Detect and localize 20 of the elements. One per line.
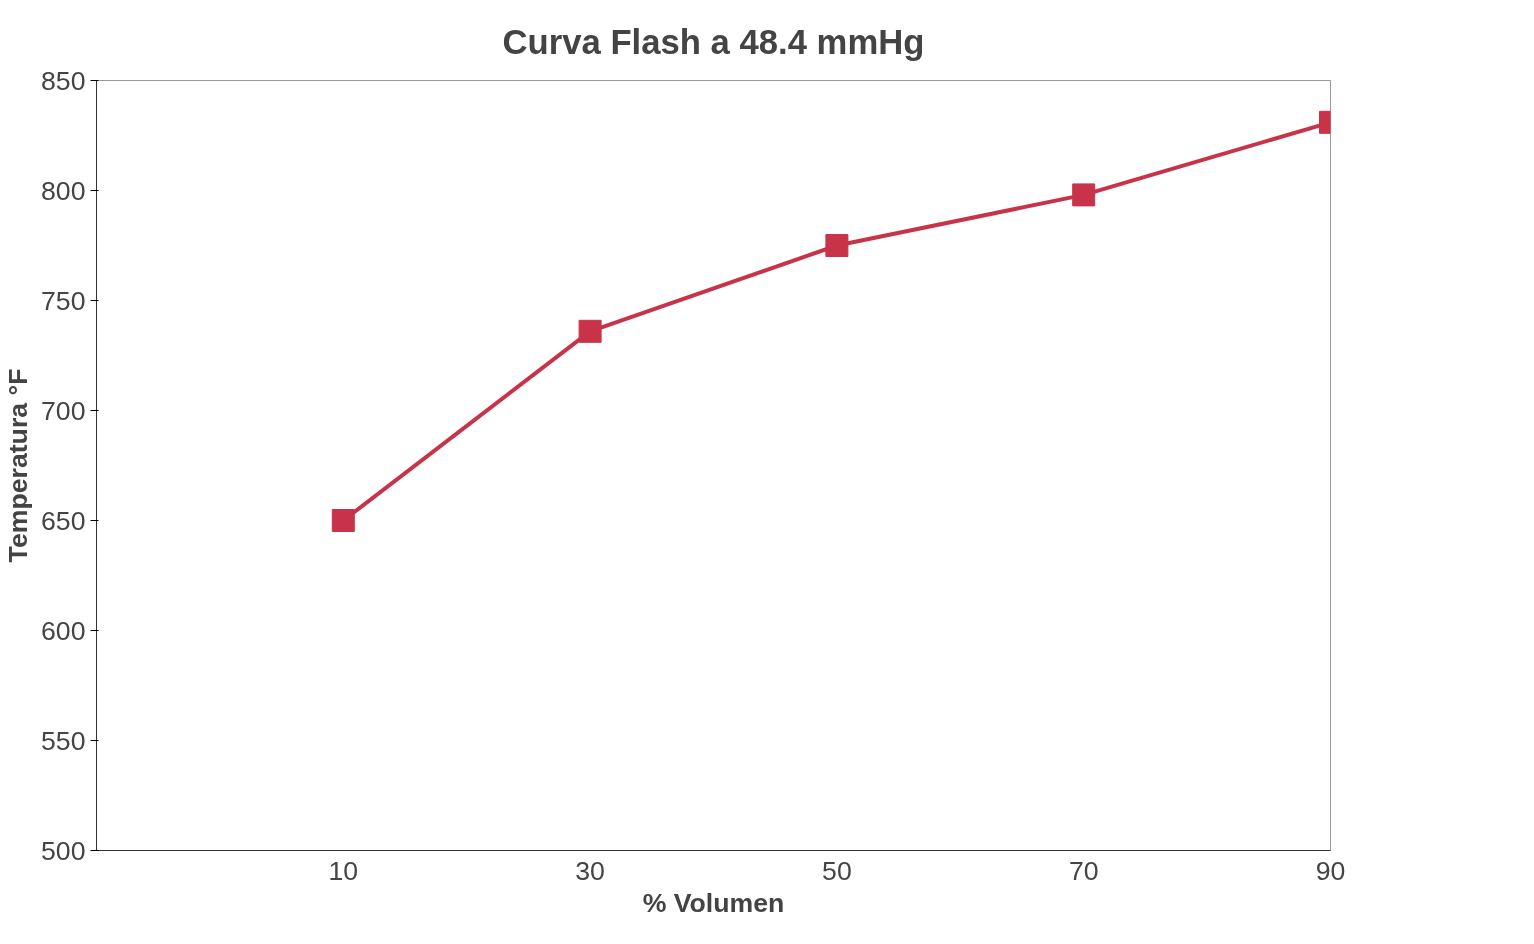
y-tick-label: 700 [41,395,86,426]
chart-title: Curva Flash a 48.4 mmHg [502,22,925,61]
y-tick-label: 850 [41,65,86,96]
y-tick-label: 750 [41,285,86,316]
point [331,509,355,532]
x-tick-label: 50 [822,855,852,886]
point [1072,183,1096,207]
x-tick-label: 30 [575,855,605,886]
y-tick-label: 550 [41,725,86,756]
y-axis-title: Temperatura °F [3,368,34,563]
y-tick-label: 800 [41,175,86,206]
x-tick-label: 10 [328,855,359,886]
y-tick-label: 600 [41,615,86,646]
y-tick-label: 650 [41,505,86,536]
x-tick-label: 70 [1068,855,1099,886]
x-axis-title: % Volumen [642,887,785,918]
x-tick-label: 90 [1315,855,1346,886]
point [825,234,849,257]
point [578,319,602,343]
y-tick-label: 500 [41,835,86,866]
